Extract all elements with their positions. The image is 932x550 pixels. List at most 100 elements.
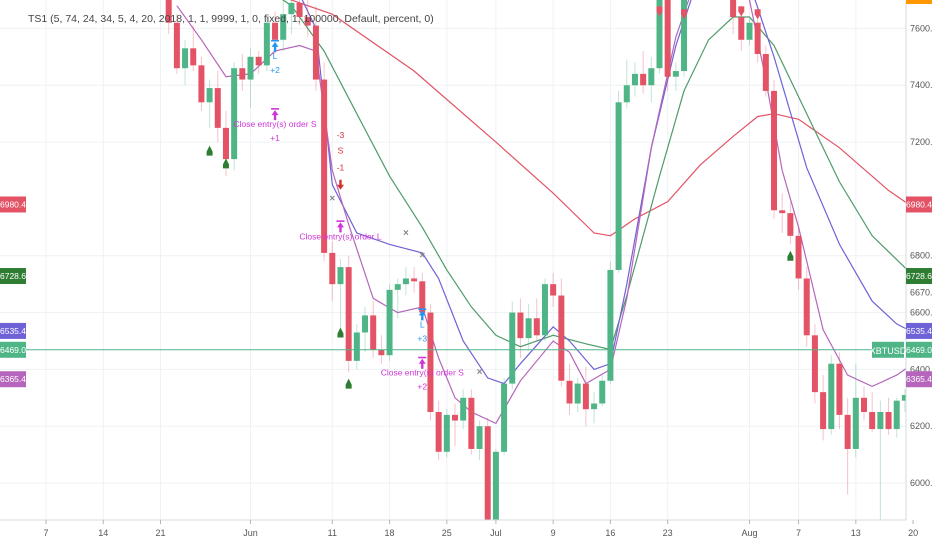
signal-2: -3 [337,130,345,140]
y-tick-label: 6200.0 [910,421,932,431]
candle-up[interactable] [353,323,360,370]
candle-up[interactable] [648,56,655,103]
ma-line-purple [176,0,914,425]
candle-up[interactable] [337,258,344,336]
candle-up[interactable] [623,59,630,108]
candle-down[interactable] [165,0,172,35]
candle-up[interactable] [263,14,270,72]
candle-down[interactable] [640,51,647,94]
candle-down[interactable] [550,272,557,307]
candle-down[interactable] [255,51,262,74]
candle-down[interactable] [329,241,336,302]
x-tick-label: 11 [328,528,337,538]
candle-up[interactable] [362,306,369,353]
candle-down[interactable] [345,255,352,373]
candle-down[interactable] [452,403,458,447]
candle-up[interactable] [247,48,254,108]
candle-down[interactable] [190,25,197,72]
arrow-up-icon [271,108,280,121]
candle-up[interactable] [615,90,622,273]
candle-up[interactable] [182,39,189,86]
candle-up[interactable] [280,0,287,52]
x-axis[interactable]: 71421Jun111825Jul91623Aug7132026Sep [0,519,932,550]
candle-up[interactable] [525,304,532,350]
candle-down[interactable] [517,298,524,359]
candle-down[interactable] [582,366,589,427]
candle-down[interactable] [885,397,892,435]
signal-7: L +3 [417,308,427,343]
candle-up[interactable] [877,400,884,520]
x-marker-icon: × [419,251,425,262]
candle-down[interactable] [558,278,565,387]
candle-down[interactable] [730,0,737,35]
candles[interactable] [165,0,917,520]
candle-down[interactable] [820,375,827,441]
candle-up[interactable] [607,261,614,384]
candle-down[interactable] [787,201,794,245]
candle-down[interactable] [795,227,802,290]
candle-down[interactable] [803,267,810,347]
candle-up[interactable] [631,62,638,97]
candle-down[interactable] [198,56,205,111]
candle-up[interactable] [509,301,516,390]
candle-up[interactable] [599,375,606,407]
candle-up[interactable] [828,355,835,435]
candle-up[interactable] [541,278,548,341]
signal-label: -3 [337,130,345,140]
candle-down[interactable] [304,0,311,37]
candle-up[interactable] [288,0,295,35]
candle-up[interactable] [852,363,859,458]
candle-down[interactable] [239,53,246,91]
candle-up[interactable] [386,284,393,361]
candle-down[interactable] [533,298,540,341]
candle-down[interactable] [771,79,778,219]
price-badge-label: 6365.4 [906,374,932,384]
candle-down[interactable] [811,323,818,404]
candle-body [631,73,638,86]
y-extra-label: 6670.4 [910,288,932,298]
candle-down[interactable] [861,386,867,421]
candle-up[interactable] [901,389,908,413]
signal-label: Close entry(s) order L [299,231,381,241]
candle-up[interactable] [476,420,483,461]
candle-down[interactable] [762,45,769,97]
candle-down[interactable] [427,304,434,421]
candle-down[interactable] [370,301,377,359]
candle-up[interactable] [746,17,753,46]
candle-down[interactable] [484,417,491,520]
candle-down[interactable] [312,5,319,91]
candle-body [795,235,802,279]
candle-down[interactable] [435,400,442,461]
signal-label: S [338,145,344,155]
candle-up[interactable] [574,377,581,413]
candle-up[interactable] [206,79,213,128]
candle-up[interactable] [672,62,679,91]
candle-up[interactable] [591,392,598,424]
candle-up[interactable] [394,278,401,319]
candle-down[interactable] [173,14,180,74]
candle-down[interactable] [836,352,843,430]
candle-body [664,0,671,77]
candle-up[interactable] [460,389,467,430]
candle-up[interactable] [501,377,508,455]
candle-down[interactable] [468,389,475,455]
candle-body [231,68,238,160]
candle-body [877,412,884,430]
candle-body [173,22,180,69]
candle-up[interactable] [231,62,238,171]
candle-up[interactable] [443,409,450,458]
candle-down[interactable] [411,267,418,293]
candle-down[interactable] [844,397,851,495]
candle-down[interactable] [779,193,786,234]
candle-up[interactable] [402,267,409,296]
candle-up[interactable] [492,448,499,520]
candle-down[interactable] [869,392,876,432]
candle-down[interactable] [296,0,303,26]
candle-up[interactable] [893,397,900,438]
candle-down[interactable] [321,62,328,262]
candle-down[interactable] [214,71,221,143]
candle-down[interactable] [754,14,761,63]
candle-down[interactable] [566,363,573,415]
candle-down[interactable] [664,0,671,91]
